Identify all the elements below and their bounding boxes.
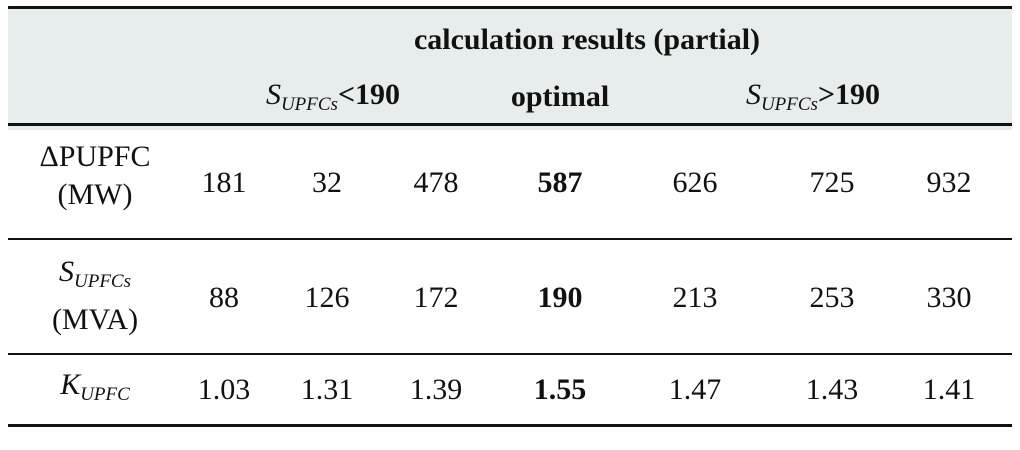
subheader-greater-190: SUPFCs>190 [745, 78, 881, 115]
table-cell: 88 [209, 281, 239, 314]
table-cell: 725 [809, 166, 855, 199]
row-label-s-upfcs: SUPFCs (MVA) [51, 255, 139, 336]
table-cell: 126 [304, 281, 350, 314]
table-cell: 1.03 [197, 373, 251, 406]
table-cell-optimal: 190 [537, 281, 583, 314]
table-cell: 478 [413, 166, 459, 199]
table-cell: 626 [672, 166, 718, 199]
table-cell: 32 [312, 166, 342, 199]
table-cell: 1.43 [805, 373, 859, 406]
subheader-less-190: SUPFCs<190 [265, 78, 401, 115]
table-cell-optimal: 587 [537, 166, 583, 199]
row-rule-2 [8, 353, 1012, 355]
table-cell: 253 [809, 281, 855, 314]
table-cell: 172 [413, 281, 459, 314]
table-cell: 1.31 [300, 373, 354, 406]
table-cell: 1.47 [668, 373, 722, 406]
table-cell: 213 [672, 281, 718, 314]
row-rule-1 [8, 238, 1012, 240]
table-cell: 330 [926, 281, 972, 314]
table-cell: 1.41 [922, 373, 976, 406]
table-cell: 181 [201, 166, 247, 199]
bottom-rule [8, 424, 1012, 427]
subheader-optimal: optimal [510, 80, 610, 113]
header-rule [8, 123, 1012, 126]
group-header: calculation results (partial) [413, 23, 761, 56]
table-cell: 1.39 [409, 373, 463, 406]
top-rule [8, 6, 1012, 9]
table-cell-optimal: 1.55 [533, 373, 587, 406]
row-label-k-upfc: KUPFC [60, 368, 130, 405]
table-cell: 932 [926, 166, 972, 199]
results-table: calculation results (partial) SUPFCs<190… [8, 6, 1012, 436]
table-header-background [8, 9, 1012, 130]
row-label-delta-p: ΔPUPFC (MW) [39, 140, 151, 211]
